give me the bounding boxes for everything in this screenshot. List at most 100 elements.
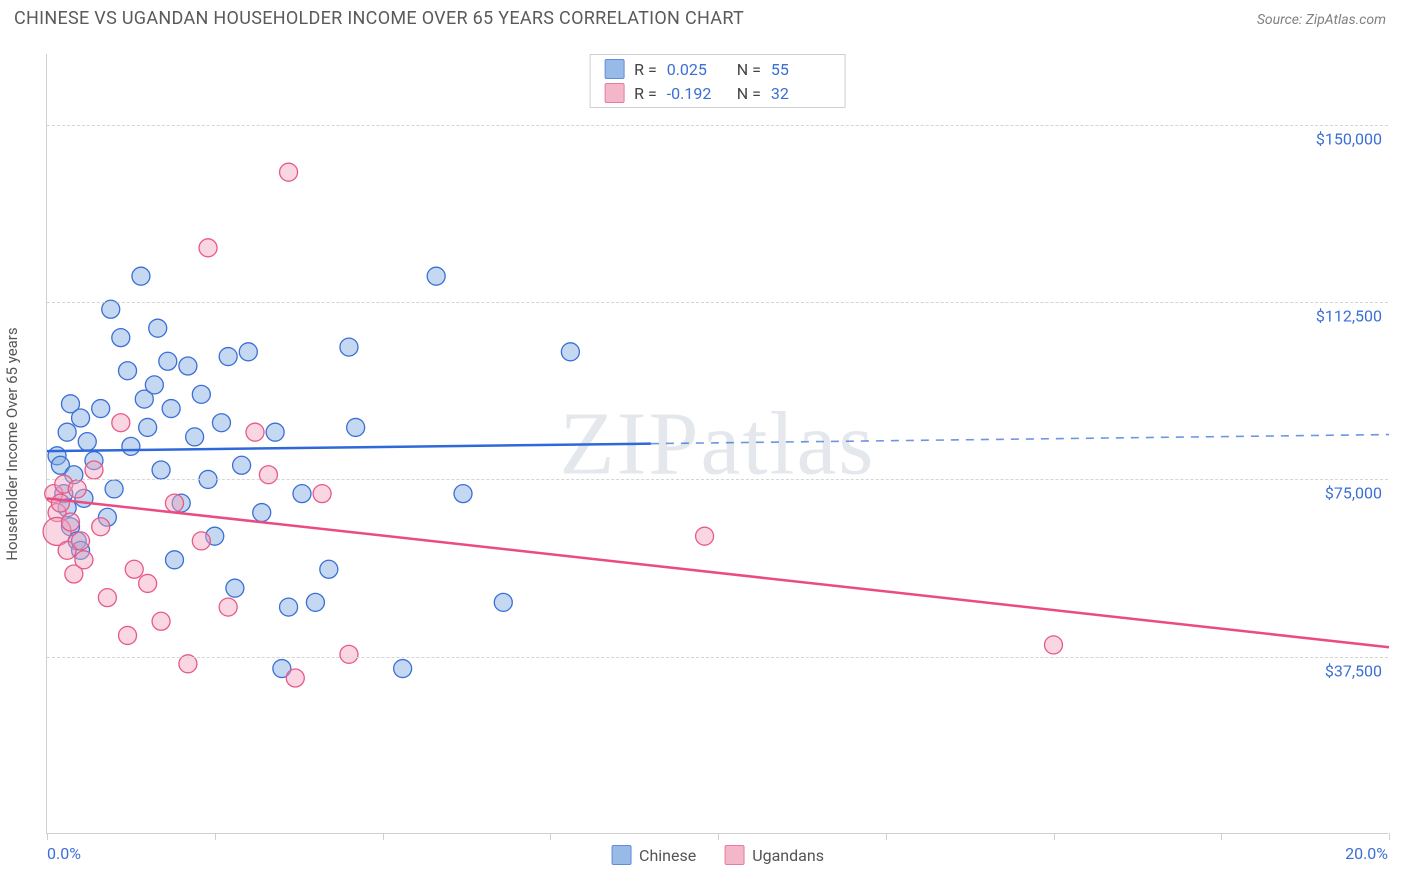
- stats-legend: R = 0.025 N = 55 R = -0.192 N = 32: [589, 54, 846, 108]
- scatter-point-ugandans: [98, 589, 116, 607]
- legend-swatch: [604, 59, 624, 79]
- scatter-point-ugandans: [192, 532, 210, 550]
- scatter-point-ugandans: [119, 626, 137, 644]
- source-attribution: Source: ZipAtlas.com: [1257, 12, 1386, 28]
- scatter-point-chinese: [253, 504, 271, 522]
- scatter-point-chinese: [192, 385, 210, 403]
- scatter-point-chinese: [165, 551, 183, 569]
- scatter-point-ugandans: [85, 461, 103, 479]
- scatter-point-ugandans: [1045, 636, 1063, 654]
- gridline: [47, 125, 1388, 126]
- scatter-point-ugandans: [125, 560, 143, 578]
- scatter-point-chinese: [122, 437, 140, 455]
- n-value: 55: [771, 60, 831, 79]
- n-label: N =: [737, 60, 761, 79]
- scatter-point-chinese: [280, 598, 298, 616]
- chart-title: CHINESE VS UGANDAN HOUSEHOLDER INCOME OV…: [14, 8, 744, 29]
- plot-area: ZIPatlas R =0.025N =55R =-0.192N =32 $37…: [46, 54, 1388, 834]
- y-axis-label: Householder Income Over 65 years: [3, 327, 21, 560]
- scatter-point-chinese: [266, 423, 284, 441]
- scatter-point-chinese: [226, 579, 244, 597]
- scatter-point-chinese: [219, 348, 237, 366]
- scatter-point-ugandans: [75, 551, 93, 569]
- gridline: [47, 657, 1388, 658]
- scatter-point-chinese: [92, 400, 110, 418]
- scatter-point-ugandans: [313, 485, 331, 503]
- bottom-legend: Chinese Ugandans: [611, 845, 824, 865]
- y-tick-label: $150,000: [1316, 129, 1382, 148]
- scatter-point-chinese: [454, 485, 472, 503]
- scatter-point-chinese: [132, 267, 150, 285]
- scatter-point-chinese: [78, 433, 96, 451]
- scatter-point-ugandans: [68, 480, 86, 498]
- x-tick: [886, 833, 887, 840]
- scatter-point-ugandans: [286, 669, 304, 687]
- scatter-point-chinese: [145, 376, 163, 394]
- scatter-point-ugandans: [51, 494, 69, 512]
- scatter-point-ugandans: [199, 239, 217, 257]
- gridline: [47, 479, 1388, 480]
- scatter-point-chinese: [149, 319, 167, 337]
- scatter-point-chinese: [293, 485, 311, 503]
- legend-item-chinese: Chinese: [611, 845, 696, 865]
- scatter-point-ugandans: [61, 513, 79, 531]
- x-tick: [1054, 833, 1055, 840]
- scatter-point-ugandans: [280, 163, 298, 181]
- trend-line-ugandans: [47, 498, 1389, 647]
- legend-swatch: [611, 845, 631, 865]
- scatter-point-chinese: [119, 362, 137, 380]
- scatter-point-chinese: [112, 329, 130, 347]
- legend-label: Ugandans: [752, 846, 824, 865]
- scatter-point-chinese: [152, 461, 170, 479]
- r-value: -0.192: [667, 84, 727, 103]
- scatter-point-chinese: [427, 267, 445, 285]
- scatter-point-ugandans: [696, 527, 714, 545]
- legend-swatch: [724, 845, 744, 865]
- stats-row-ugandans: R = -0.192 N = 32: [590, 81, 845, 105]
- n-label: N =: [737, 84, 761, 103]
- scatter-point-ugandans: [92, 518, 110, 536]
- y-tick-label: $75,000: [1325, 484, 1382, 503]
- stats-row-chinese: R = 0.025 N = 55: [590, 57, 845, 81]
- scatter-point-chinese: [233, 456, 251, 474]
- x-tick: [718, 833, 719, 840]
- legend-item-ugandans: Ugandans: [724, 845, 824, 865]
- x-tick: [1389, 833, 1390, 840]
- x-tick: [383, 833, 384, 840]
- scatter-point-chinese: [162, 400, 180, 418]
- trend-line-dashed-chinese: [651, 435, 1389, 444]
- x-tick: [1221, 833, 1222, 840]
- r-value: 0.025: [667, 60, 727, 79]
- n-value: 32: [771, 84, 831, 103]
- scatter-point-ugandans: [72, 532, 90, 550]
- legend-swatch: [604, 83, 624, 103]
- scatter-point-chinese: [320, 560, 338, 578]
- r-label: R =: [634, 60, 657, 79]
- scatter-point-chinese: [72, 409, 90, 427]
- legend-label: Chinese: [639, 846, 696, 865]
- scatter-point-chinese: [340, 338, 358, 356]
- scatter-point-ugandans: [112, 414, 130, 432]
- scatter-point-chinese: [105, 480, 123, 498]
- y-tick-label: $112,500: [1316, 307, 1382, 326]
- scatter-point-ugandans: [246, 423, 264, 441]
- x-tick: [215, 833, 216, 840]
- scatter-point-chinese: [239, 343, 257, 361]
- scatter-point-chinese: [58, 423, 76, 441]
- scatter-point-chinese: [139, 418, 157, 436]
- scatter-point-chinese: [494, 593, 512, 611]
- scatter-point-chinese: [561, 343, 579, 361]
- r-label: R =: [634, 84, 657, 103]
- gridline: [47, 302, 1388, 303]
- plot-wrapper: Householder Income Over 65 years ZIPatla…: [46, 54, 1388, 834]
- chart-svg: [47, 54, 1388, 833]
- x-tick: [47, 833, 48, 840]
- x-tick: [550, 833, 551, 840]
- scatter-point-chinese: [347, 418, 365, 436]
- scatter-point-ugandans: [165, 494, 183, 512]
- scatter-point-ugandans: [152, 612, 170, 630]
- scatter-point-ugandans: [259, 466, 277, 484]
- scatter-point-chinese: [212, 414, 230, 432]
- scatter-point-chinese: [306, 593, 324, 611]
- scatter-point-ugandans: [340, 645, 358, 663]
